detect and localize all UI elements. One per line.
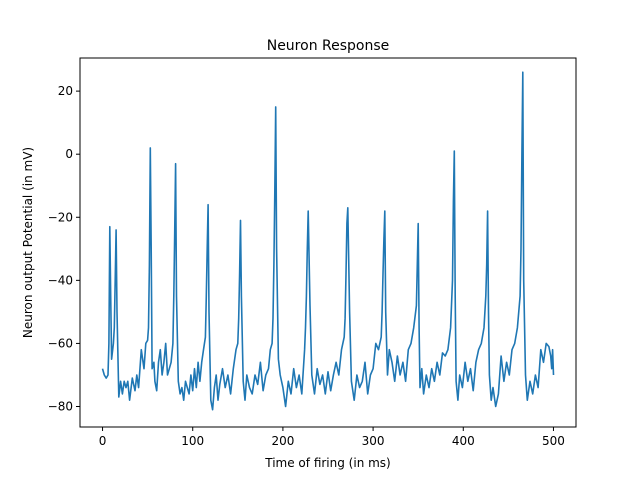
x-axis-label: Time of firing (in ms) — [264, 456, 390, 470]
y-axis-ticks: −80 −60 −40 −20 0 20 — [48, 84, 80, 414]
x-axis-ticks: 0 100 200 300 400 500 — [99, 427, 565, 448]
y-tick-label: 0 — [65, 147, 73, 161]
y-tick-label: −40 — [48, 273, 73, 287]
y-tick-label: −60 — [48, 336, 73, 350]
x-tick-label: 0 — [99, 434, 107, 448]
series-line — [101, 71, 555, 411]
chart-title: Neuron Response — [267, 38, 390, 54]
x-tick-label: 300 — [362, 434, 385, 448]
plot-frame — [79, 57, 577, 428]
y-tick-label: −20 — [48, 210, 73, 224]
x-tick-label: 200 — [271, 434, 294, 448]
y-tick-label: −80 — [48, 400, 73, 414]
x-tick-label: 100 — [181, 434, 204, 448]
x-tick-label: 500 — [542, 434, 565, 448]
y-tick-label: 20 — [58, 84, 73, 98]
x-tick-label: 400 — [452, 434, 475, 448]
y-axis-label: Neuron output Potential (in mV) — [21, 147, 35, 338]
